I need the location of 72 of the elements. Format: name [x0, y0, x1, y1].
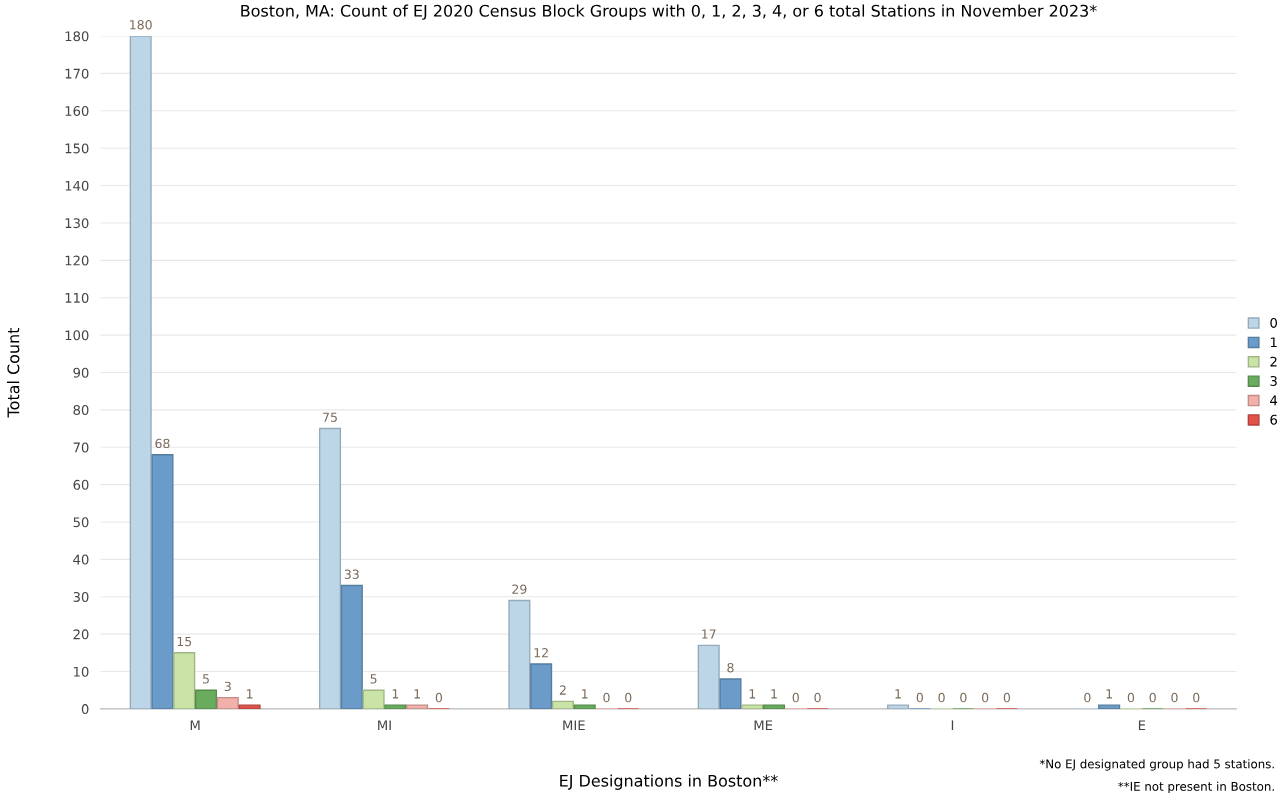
data-label: 29	[512, 584, 527, 594]
data-label: 1	[895, 689, 901, 699]
x-tick-label: M	[190, 720, 200, 731]
y-tick-label: 50	[73, 517, 89, 528]
text: **IE not present in Boston.	[1118, 781, 1274, 794]
data-label: 180	[130, 20, 152, 30]
data-label: 0	[814, 692, 821, 703]
y-tick-label: 40	[73, 554, 89, 565]
data-label: 1	[1106, 689, 1112, 699]
chart-title: Boston, MA: Count of EJ 2020 Census Block Groups with 0, 1, 2, 3, 4, or 6 total Stations in November 2023*	[241, 4, 1097, 20]
y-tick-label: 160	[65, 106, 89, 117]
data-label: 5	[203, 674, 209, 684]
data-label: 0	[1171, 692, 1178, 703]
legend-label: 3	[1270, 376, 1277, 386]
x-tick-label: E	[1138, 720, 1146, 731]
data-label: 8	[727, 662, 734, 673]
y-tick-label: 80	[73, 405, 89, 416]
x-axis-title: EJ Designations in Boston**	[560, 774, 778, 790]
y-tick-label: 10	[74, 666, 89, 677]
y-tick-label: 60	[73, 479, 89, 490]
data-label: 1	[749, 689, 756, 699]
x-tick-label: I	[951, 720, 954, 731]
y-tick-label: 90	[73, 367, 89, 378]
data-label: 5	[370, 674, 377, 684]
legend-label: 0	[1270, 317, 1277, 328]
legend-label: 2	[1270, 356, 1277, 367]
y-tick-label: 30	[73, 591, 89, 602]
data-label: 12	[534, 647, 548, 658]
data-label: 1	[392, 689, 399, 699]
data-label: 0	[435, 692, 443, 703]
data-label: 1	[246, 689, 253, 699]
x-tick-label: MI	[378, 720, 391, 731]
data-label: 0	[938, 692, 945, 703]
data-label: 0	[1003, 692, 1011, 703]
y-tick-label: 100	[65, 330, 89, 341]
data-label: 0	[1084, 692, 1091, 703]
data-label: 2	[559, 685, 566, 695]
legend-label: 4	[1270, 395, 1278, 406]
data-label: 0	[625, 692, 632, 703]
y-tick-label: 70	[73, 442, 89, 453]
y-tick-label: 170	[65, 68, 89, 79]
data-label: 0	[1193, 692, 1200, 703]
y-tick-label: 0	[81, 704, 89, 715]
y-tick-label: 120	[65, 255, 89, 266]
data-label: 15	[177, 636, 192, 647]
y-tick-label: 150	[65, 143, 89, 154]
data-label: 0	[981, 692, 989, 703]
data-label: 0	[792, 692, 799, 703]
legend-label: 6	[1270, 414, 1278, 425]
data-label: 68	[155, 438, 170, 449]
data-label: 0	[960, 692, 967, 703]
data-label: 33	[344, 569, 359, 579]
data-label: 17	[702, 629, 716, 639]
data-label: 1	[414, 689, 420, 699]
data-label: 0	[1127, 692, 1135, 703]
y-tick-label: 130	[65, 218, 89, 229]
y-axis-title: Total Count	[7, 327, 20, 418]
data-label: 3	[224, 681, 231, 692]
data-label: 0	[1149, 692, 1156, 703]
data-label: 0	[916, 692, 923, 703]
y-tick-label: 140	[65, 180, 89, 191]
x-tick-label: ME	[754, 720, 773, 731]
x-tick-label: MIE	[563, 720, 585, 731]
text: *No EJ designated group had 5 stations.	[1039, 759, 1274, 771]
data-label: 1	[771, 689, 777, 699]
legend-label: 1	[1270, 337, 1277, 348]
data-label: 1	[582, 689, 588, 699]
y-tick-label: 180	[65, 31, 89, 42]
y-tick-label: 110	[65, 292, 89, 303]
data-label: 75	[323, 412, 337, 422]
y-tick-label: 20	[73, 629, 89, 640]
data-label: 0	[603, 692, 610, 703]
